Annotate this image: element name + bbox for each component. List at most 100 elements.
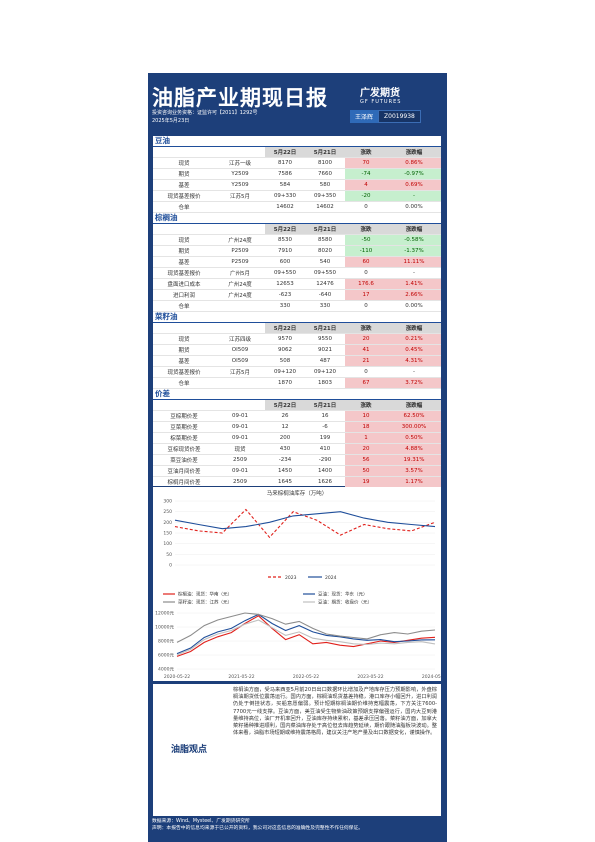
table-row: 豆油月间价差 09-01 1450 1400 50 3.57% <box>153 465 441 477</box>
y-tick-label: 12000元 <box>155 611 174 617</box>
cell: 期货 <box>153 245 215 257</box>
cell: 09+120 <box>265 366 305 378</box>
cell: -0.97% <box>387 168 441 180</box>
cell: P2509 <box>215 256 265 268</box>
series-line <box>176 619 436 656</box>
table-row: 棕榈月间价差 2509 1645 1626 19 1.17% <box>153 476 441 488</box>
cell: 7586 <box>265 168 305 180</box>
table-row: 现货 江苏四级 9570 9550 20 0.21% <box>153 333 441 345</box>
header-spacer <box>215 323 265 334</box>
cell: -290 <box>305 454 345 466</box>
cell: -50 <box>345 234 387 246</box>
cell: 09+350 <box>305 190 345 202</box>
analyst: 王泽辉 Z0019938 <box>350 110 421 123</box>
column-header: 5月21日 <box>305 400 345 411</box>
cell: 20 <box>345 333 387 345</box>
cell: 11.11% <box>387 256 441 268</box>
cell: 期货 <box>153 168 215 180</box>
column-header: 5月21日 <box>305 224 345 235</box>
cell: 70 <box>345 157 387 169</box>
cell: 1803 <box>305 377 345 389</box>
footer: 数据来源：Wind、Mysteel、广发期货研究所 声明：本报告中的信息均来源于… <box>152 818 442 832</box>
cell: 330 <box>265 300 305 312</box>
cell: P2509 <box>215 245 265 257</box>
cell: 1.17% <box>387 476 441 488</box>
column-header: 涨跌 <box>345 147 387 158</box>
cell: 20 <box>345 443 387 455</box>
column-header: 5月21日 <box>305 147 345 158</box>
cell: -74 <box>345 168 387 180</box>
column-header: 5月22日 <box>265 400 305 411</box>
cell: Y2509 <box>215 179 265 191</box>
y-tick-label: 250 <box>163 509 172 515</box>
y-tick-label: 200 <box>163 520 172 526</box>
header-spacer <box>153 323 215 334</box>
cell: -6 <box>305 421 345 433</box>
cell: 4.31% <box>387 355 441 367</box>
cell: 2.66% <box>387 289 441 301</box>
section-title: 豆油 <box>153 136 441 147</box>
cell: 56 <box>345 454 387 466</box>
charts: 马来棕榈油库存（万吨） 0 50 100 150 200 250 300 2023 2024 棕榈油… <box>153 487 448 681</box>
cell: OI509 <box>215 355 265 367</box>
y-tick-label: 8000元 <box>158 639 174 645</box>
table-row: 基差 OI509 508 487 21 4.31% <box>153 355 441 367</box>
cell: 09+550 <box>265 267 305 279</box>
table-row: 豆菜期价差 09-01 12 -6 18 300.00% <box>153 421 441 433</box>
cell: 棕菜期价差 <box>153 432 215 444</box>
data-table: 5月22日 5月21日 涨跌 涨跌幅 现货 江苏四级 9570 9550 20 0.21% 期货 OI… <box>153 323 441 389</box>
cell: 1 <box>345 432 387 444</box>
cell: -623 <box>265 289 305 301</box>
cell: 540 <box>305 256 345 268</box>
cell: 10 <box>345 410 387 422</box>
y-tick-label: 0 <box>169 563 172 569</box>
cell: 410 <box>305 443 345 455</box>
cell: 41 <box>345 344 387 356</box>
cell: 豆棕期价差 <box>153 410 215 422</box>
section-title: 棕榈油 <box>153 213 441 224</box>
cell: 8580 <box>305 234 345 246</box>
header-spacer <box>153 224 215 235</box>
header-spacer <box>153 147 215 158</box>
column-header: 涨跌 <box>345 323 387 334</box>
report-date: 2025年5月23日 <box>152 118 190 124</box>
column-header: 涨跌幅 <box>387 147 441 158</box>
header-row: 5月22日 5月21日 涨跌 涨跌幅 <box>153 323 441 334</box>
table-row: 进口利润 广州24度 -623 -640 17 2.66% <box>153 289 441 301</box>
cell: 200 <box>265 432 305 444</box>
cell: 26 <box>265 410 305 422</box>
cell: 0.45% <box>387 344 441 356</box>
y-tick-label: 150 <box>163 531 172 537</box>
cell: 仓单 <box>153 377 215 389</box>
cell: 8100 <box>305 157 345 169</box>
cell: 09+120 <box>305 366 345 378</box>
analyst-id: Z0019938 <box>378 110 421 123</box>
cell: 21 <box>345 355 387 367</box>
header-spacer <box>153 400 215 411</box>
x-tick-label: 2024-05-22 <box>422 674 441 680</box>
cell: 1.41% <box>387 278 441 290</box>
cell: 豆棕现货价差 <box>153 443 215 455</box>
cell: 1626 <box>305 476 345 488</box>
cell: 67 <box>345 377 387 389</box>
table-row: 棕菜期价差 09-01 200 199 1 0.50% <box>153 432 441 444</box>
charts-svg: 马来棕榈油库存（万吨） 0 50 100 150 200 250 300 2023 2024 棕榈油… <box>155 489 448 680</box>
cell: 199 <box>305 432 345 444</box>
cell: 12653 <box>265 278 305 290</box>
x-tick-label: 2022-05-22 <box>293 674 319 680</box>
logo: 广发期货 GF FUTURES <box>360 84 401 105</box>
cell: 2509 <box>215 454 265 466</box>
header-row: 5月22日 5月21日 涨跌 涨跌幅 <box>153 147 441 158</box>
table-row: 现货基差报价 江苏5月 09+330 09+350 -20- <box>153 190 441 202</box>
cell: 9021 <box>305 344 345 356</box>
cell: 0 <box>345 300 387 312</box>
disclaimer: 声明：本报告中的信息均来源于已公开的资料，我公司对这些信息的准确性及完整性不作任… <box>152 826 364 831</box>
opinion-label: 油脂观点 <box>171 745 208 755</box>
column-header: 涨跌幅 <box>387 400 441 411</box>
header-row: 5月22日 5月21日 涨跌 涨跌幅 <box>153 400 441 411</box>
cell: -110 <box>345 245 387 257</box>
cell: 3.72% <box>387 377 441 389</box>
column-header: 涨跌 <box>345 224 387 235</box>
cell: 18 <box>345 421 387 433</box>
